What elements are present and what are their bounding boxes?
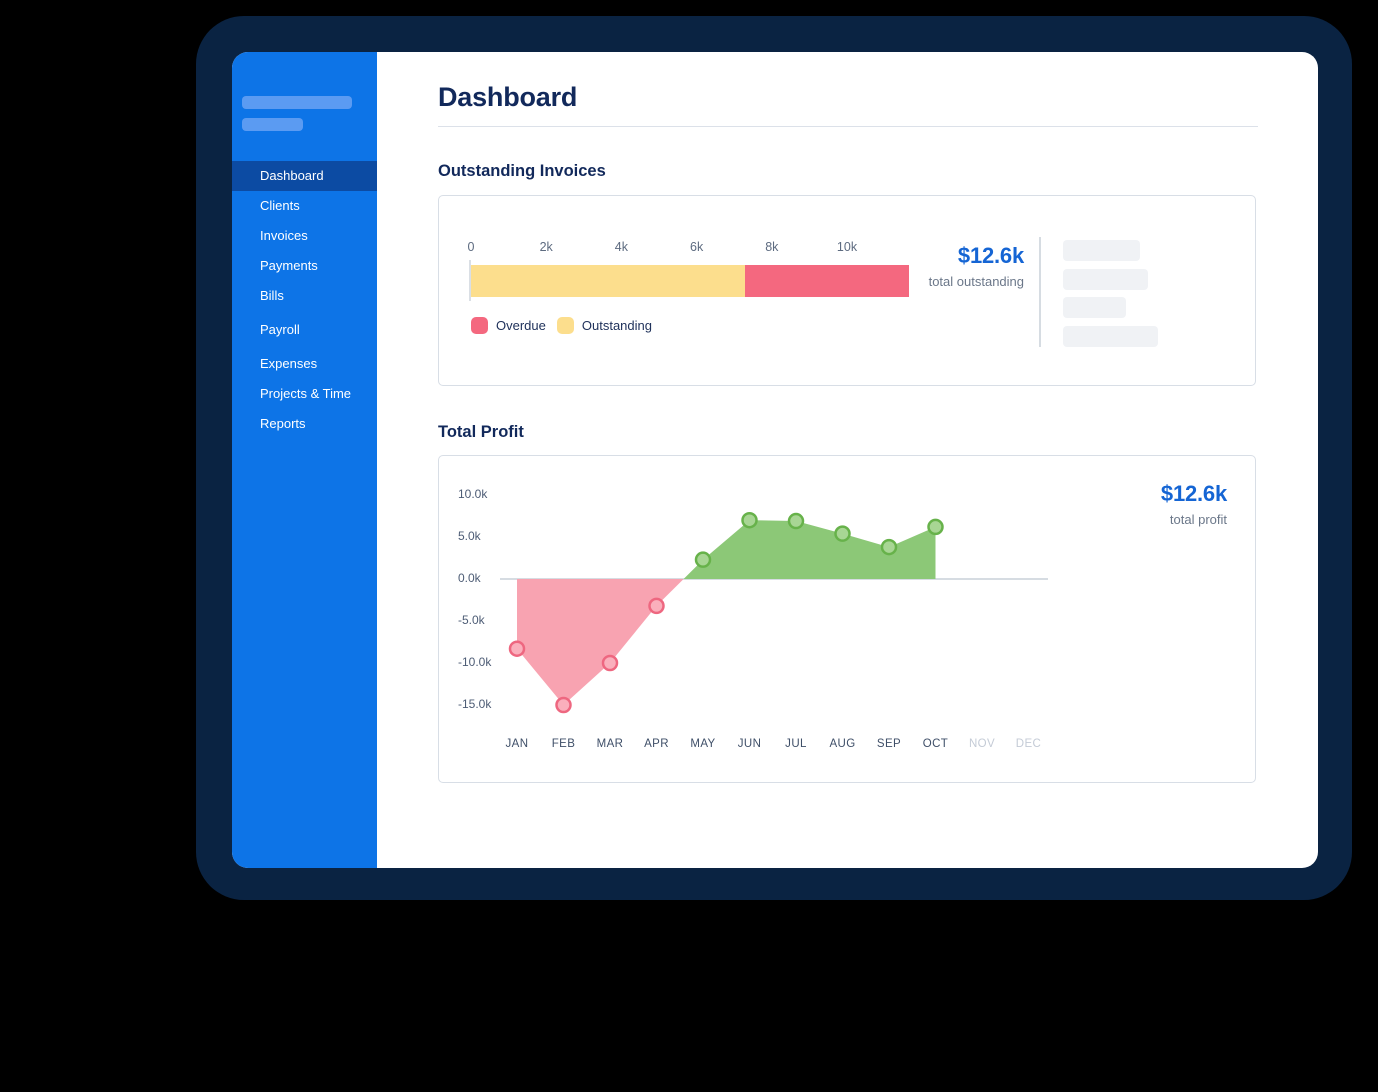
sidebar-nav: Dashboard Clients Invoices Payments Bills Pay… [232,161,377,439]
profit-area-chart: 10.0k 5.0k 0.0k -5.0k -10.0k -15.0k JAN FEB MAR A… [458,487,1048,750]
sidebar-item-dashboard[interactable]: Dashboard [232,161,377,191]
legend-item-overdue: Overdue [471,317,546,334]
x-axis-label: JUN [738,738,762,750]
total-outstanding-block: $12.6k total outstanding [928,243,1025,289]
invoice-axis-tick: 4k [614,240,628,254]
invoice-axis-tick: 8k [765,240,779,254]
total-profit-value: $12.6k [1160,481,1227,506]
legend-label: Overdue [496,318,546,333]
y-axis-label: 10.0k [458,487,488,501]
x-axis-label: MAR [597,738,624,750]
app-surface: Dashboard Clients Invoices Payments Bills Pay… [232,52,1318,868]
data-point-marker [648,597,665,615]
y-axis-label: 5.0k [458,529,482,543]
loss-area [517,579,684,705]
section-title-total-profit: Total Profit [438,423,524,441]
sidebar-item-payroll[interactable]: Payroll [260,322,300,337]
y-axis-label: -15.0k [458,697,492,711]
total-profit-label: total profit [1169,512,1227,527]
data-point-marker [927,518,944,536]
legend-item-outstanding: Outstanding [556,317,652,334]
logo-placeholder-bar [242,118,303,131]
invoice-axis-tick: 2k [539,240,553,254]
legend-swatch [471,317,488,334]
header-divider [438,126,1258,127]
stacked-bar [471,265,910,297]
x-axis-label: MAY [690,738,715,750]
sidebar: Dashboard Clients Invoices Payments Bills Pay… [232,52,377,868]
skeleton-text-bar [1063,269,1148,290]
section-title-outstanding-invoices: Outstanding Invoices [438,162,606,180]
data-point-marker [741,511,758,529]
logo-placeholder-bar [242,96,352,109]
profit-area [683,520,936,579]
data-point-marker [601,654,619,672]
data-point-marker [694,551,712,568]
bar-segment-outstanding [471,265,746,297]
window-frame: Dashboard Clients Invoices Payments Bills Pay… [196,16,1352,900]
data-point-marker [508,640,526,657]
x-axis-label: JUL [785,738,807,750]
x-axis-label: DEC [1016,738,1041,750]
total-profit-block: $12.6k total profit [1161,481,1227,527]
data-point-marker [555,696,572,714]
data-point-marker [880,538,898,556]
sidebar-item-invoices[interactable]: Invoices [260,228,308,243]
skeleton-text-bar [1063,326,1158,347]
legend-swatch [556,317,574,334]
x-axis-label: JAN [506,738,529,750]
x-axis-label: OCT [923,738,948,750]
total-outstanding-value: $12.6k [957,243,1024,268]
x-axis-label: FEB [552,738,576,750]
legend-label: Outstanding [581,318,652,333]
legend: Overdue Outstanding [471,317,652,334]
page-title: Dashboard [438,82,578,112]
sidebar-item-projects-time[interactable]: Projects & Time [260,386,352,401]
y-axis-label: -10.0k [458,655,492,669]
x-axis-label: AUG [829,738,855,750]
invoice-axis-tick: 10k [836,240,858,254]
skeleton-text-bar [1063,297,1126,318]
sidebar-item-bills[interactable]: Bills [260,288,284,303]
y-axis-label: 0.0k [458,571,482,585]
invoice-axis-tick: 0 [467,240,475,254]
x-axis-label: SEP [877,738,901,750]
total-outstanding-label: total outstanding [928,274,1024,289]
vertical-divider [1039,237,1041,347]
x-axis-label: APR [644,738,669,750]
sidebar-item-reports[interactable]: Reports [260,416,306,431]
data-point-marker [787,512,805,530]
total-profit-panel: 10.0k 5.0k 0.0k -5.0k -10.0k -15.0k JAN FEB MAR A… [438,455,1256,783]
data-point-marker [834,525,851,542]
sidebar-item-clients[interactable]: Clients [260,198,300,213]
sidebar-item-expenses[interactable]: Expenses [260,356,318,371]
bar-segment-overdue [745,265,910,297]
y-axis-label: -5.0k [458,613,486,627]
invoice-axis-tick: 6k [689,240,704,254]
skeleton-text-bar [1063,240,1140,261]
sidebar-item-payments[interactable]: Payments [260,258,318,273]
outstanding-invoices-panel: 0 2k 4k 6k 8k 10k Overdue Outstanding $12.6k t… [438,195,1256,386]
axis-zero-tick [469,260,471,301]
x-axis-label: NOV [969,738,995,750]
